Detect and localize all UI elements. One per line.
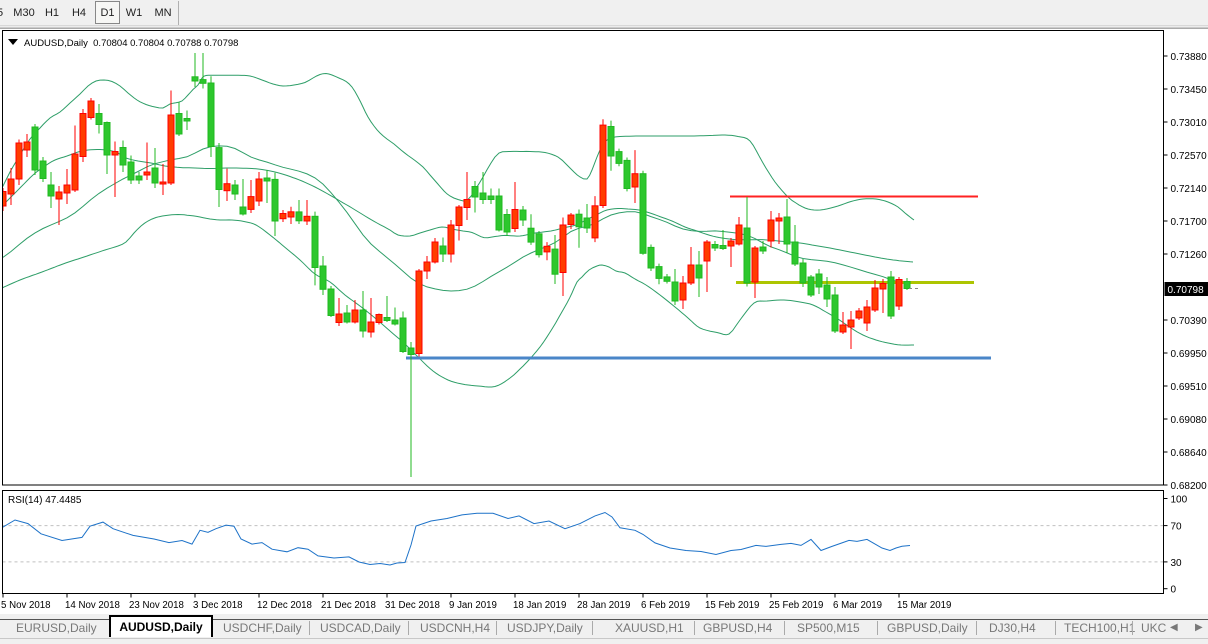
svg-text:0.68200: 0.68200 <box>1171 481 1208 492</box>
svg-text:0: 0 <box>1171 585 1177 596</box>
svg-text:0.69510: 0.69510 <box>1171 382 1208 393</box>
svg-text:0.71700: 0.71700 <box>1171 217 1208 228</box>
svg-text:12 Dec 2018: 12 Dec 2018 <box>257 600 312 611</box>
svg-text:70: 70 <box>1171 522 1183 533</box>
svg-text:15 Feb 2019: 15 Feb 2019 <box>705 600 759 611</box>
svg-text:0.72140: 0.72140 <box>1171 184 1208 195</box>
svg-text:0.73010: 0.73010 <box>1171 118 1208 129</box>
svg-text:18 Jan 2019: 18 Jan 2019 <box>513 600 566 611</box>
svg-text:0.71260: 0.71260 <box>1171 250 1208 261</box>
svg-text:31 Dec 2018: 31 Dec 2018 <box>385 600 440 611</box>
svg-text:5 Nov 2018: 5 Nov 2018 <box>1 600 51 611</box>
svg-text:21 Dec 2018: 21 Dec 2018 <box>321 600 376 611</box>
svg-text:30: 30 <box>1171 558 1183 569</box>
svg-text:0.73450: 0.73450 <box>1171 85 1208 96</box>
svg-text:0.69950: 0.69950 <box>1171 349 1208 360</box>
svg-text:AUDUSD,Daily 0.70804 0.70804: AUDUSD,Daily 0.70804 0.70804 0.70788 0.7… <box>24 38 238 49</box>
svg-text:0.70390: 0.70390 <box>1171 316 1208 327</box>
svg-text:15 Mar 2019: 15 Mar 2019 <box>897 600 951 611</box>
svg-text:0.70798: 0.70798 <box>1168 285 1205 296</box>
svg-text:0.72570: 0.72570 <box>1171 151 1208 162</box>
svg-text:0.68640: 0.68640 <box>1171 448 1208 459</box>
svg-text:RSI(14) 47.4485: RSI(14) 47.4485 <box>8 495 82 506</box>
svg-text:0.73880: 0.73880 <box>1171 52 1208 63</box>
svg-text:3 Dec 2018: 3 Dec 2018 <box>193 600 243 611</box>
svg-text:28 Jan 2019: 28 Jan 2019 <box>577 600 630 611</box>
svg-text:100: 100 <box>1171 495 1188 506</box>
svg-text:6 Feb 2019: 6 Feb 2019 <box>641 600 690 611</box>
svg-text:14 Nov 2018: 14 Nov 2018 <box>65 600 120 611</box>
svg-text:9 Jan 2019: 9 Jan 2019 <box>449 600 497 611</box>
svg-text:23 Nov 2018: 23 Nov 2018 <box>129 600 184 611</box>
svg-text:6 Mar 2019: 6 Mar 2019 <box>833 600 882 611</box>
svg-text:0.69080: 0.69080 <box>1171 415 1208 426</box>
svg-text:25 Feb 2019: 25 Feb 2019 <box>769 600 823 611</box>
